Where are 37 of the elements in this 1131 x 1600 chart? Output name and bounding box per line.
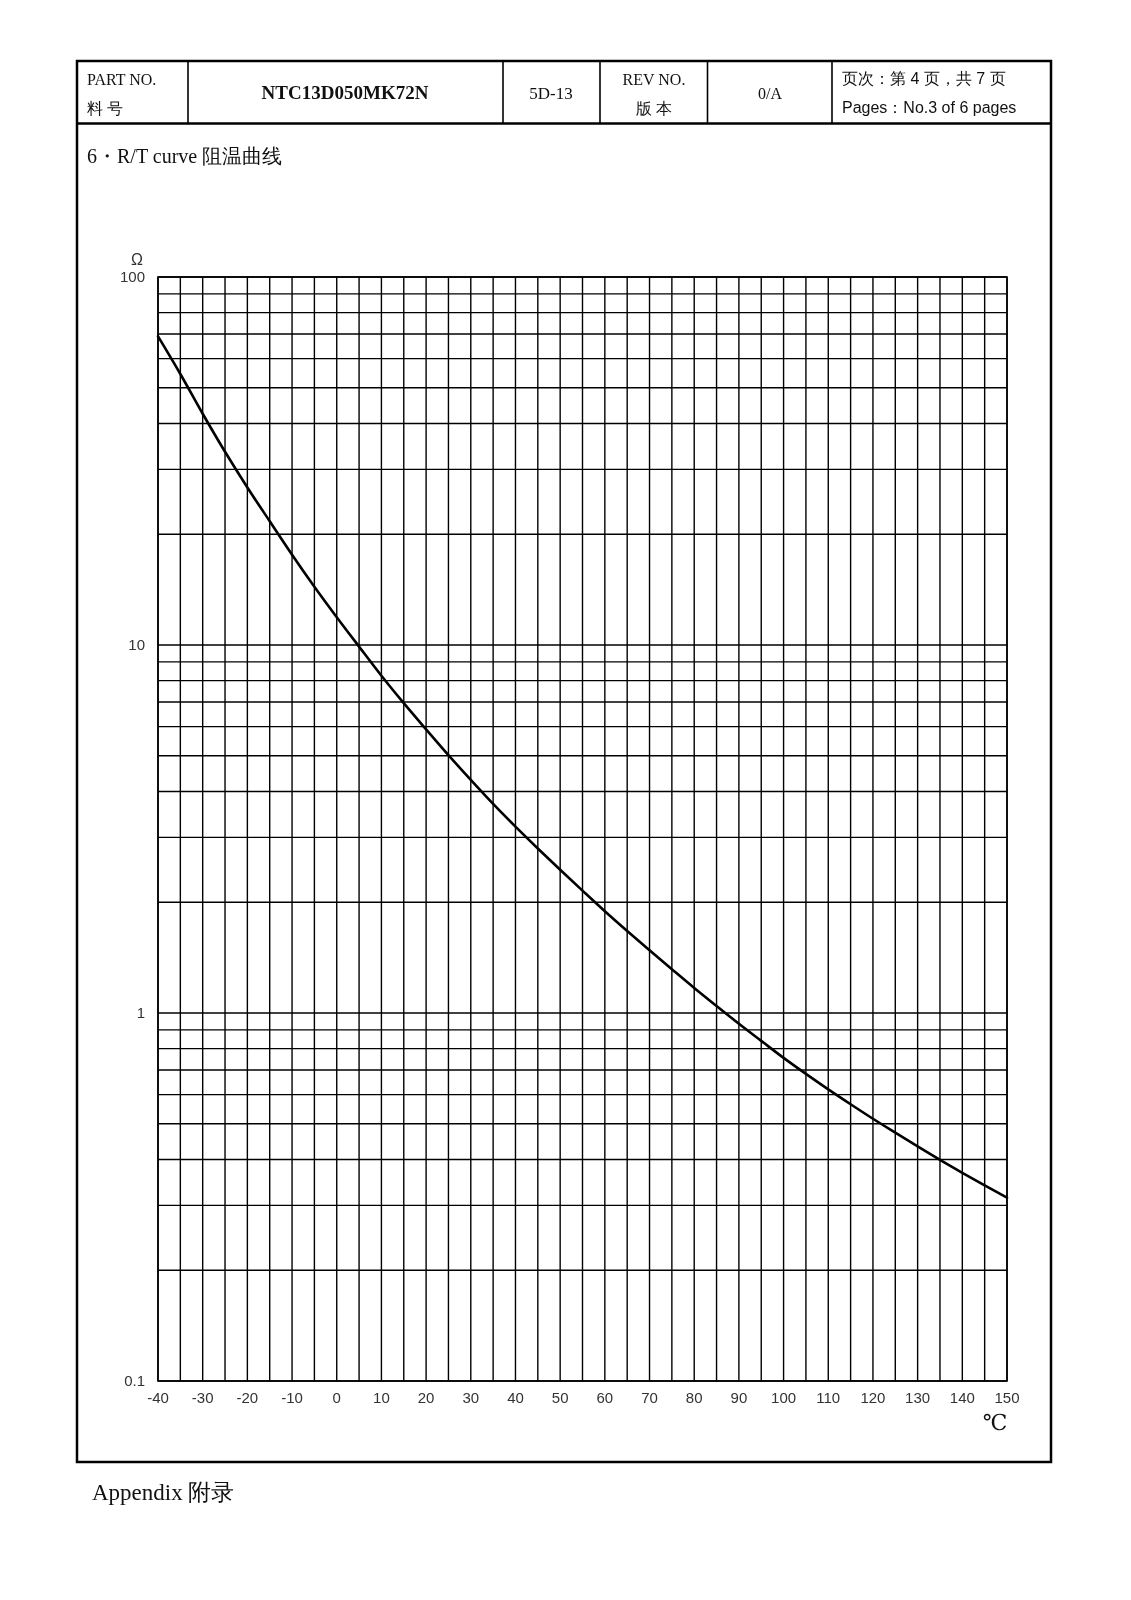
x-tick-label: -40 xyxy=(147,1389,169,1407)
x-tick-label: -20 xyxy=(236,1389,259,1407)
x-tick-label: 120 xyxy=(860,1389,886,1407)
x-tick-label: -30 xyxy=(191,1389,214,1407)
x-tick-label: 100 xyxy=(771,1389,797,1407)
x-tick-label: 30 xyxy=(462,1389,480,1407)
y-tick-label: 1 xyxy=(136,1004,145,1022)
text: PART NO. xyxy=(87,71,157,88)
x-tick-label: 150 xyxy=(994,1389,1020,1407)
text: 5D-13 xyxy=(529,84,573,103)
x-tick-label: 90 xyxy=(730,1389,748,1407)
x-tick-label: 50 xyxy=(551,1389,569,1407)
x-tick-label: 70 xyxy=(641,1389,658,1407)
text: Appendix 附录 xyxy=(92,1480,235,1505)
x-axis-title: ℃ xyxy=(982,1410,1008,1435)
text: 料 号 xyxy=(87,100,123,117)
text: 页次：第 4 页，共 7 页 xyxy=(842,70,1006,87)
chart-title: 6・R/T curve 阻温曲线 xyxy=(87,145,283,167)
y-tick-label: 100 xyxy=(119,268,145,286)
x-tick-label: 20 xyxy=(417,1389,435,1407)
text: NTC13D050MK72N xyxy=(261,82,429,103)
text: REV NO. xyxy=(622,71,686,88)
y-tick-label: 10 xyxy=(128,636,145,654)
text: 版 本 xyxy=(636,100,672,117)
x-tick-label: 40 xyxy=(507,1389,524,1407)
x-tick-label: 60 xyxy=(596,1389,614,1407)
x-tick-label: 10 xyxy=(373,1389,390,1407)
x-tick-label: -10 xyxy=(281,1389,303,1407)
x-tick-label: 80 xyxy=(685,1389,703,1407)
x-tick-label: 140 xyxy=(949,1389,975,1407)
y-axis-title: Ω xyxy=(131,251,144,268)
x-tick-label: 0 xyxy=(332,1389,341,1407)
x-tick-label: 130 xyxy=(905,1389,931,1407)
x-tick-label: 110 xyxy=(816,1389,841,1407)
text: Pages：No.3 of 6 pages xyxy=(842,99,1017,116)
text: 0/A xyxy=(758,85,783,102)
y-tick-label: 0.1 xyxy=(124,1372,145,1390)
